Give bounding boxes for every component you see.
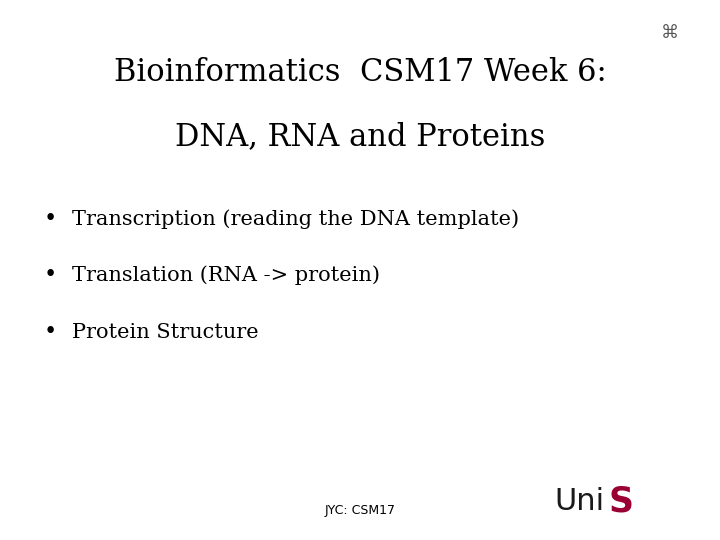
- Text: DNA, RNA and Proteins: DNA, RNA and Proteins: [175, 122, 545, 152]
- Text: •: •: [43, 208, 56, 230]
- Text: JYC: CSM17: JYC: CSM17: [325, 504, 395, 517]
- Text: Bioinformatics  CSM17 Week 6:: Bioinformatics CSM17 Week 6:: [114, 57, 606, 87]
- Text: •: •: [43, 265, 56, 286]
- Text: •: •: [43, 321, 56, 343]
- Text: Protein Structure: Protein Structure: [72, 322, 258, 342]
- Text: Transcription (reading the DNA template): Transcription (reading the DNA template): [72, 209, 519, 228]
- Text: S: S: [608, 484, 634, 518]
- Text: Uni: Uni: [554, 487, 605, 516]
- Text: Translation (RNA -> protein): Translation (RNA -> protein): [72, 266, 380, 285]
- Text: ⌘: ⌘: [661, 24, 679, 42]
